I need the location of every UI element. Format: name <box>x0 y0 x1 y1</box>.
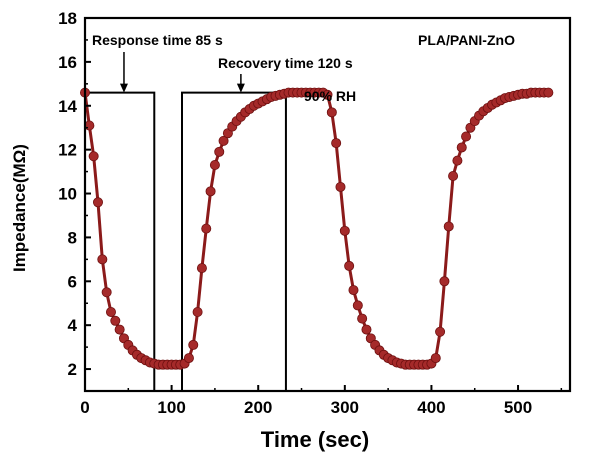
data-point <box>430 353 441 364</box>
legend-label: PLA/PANI-ZnO <box>418 32 515 48</box>
data-point <box>461 131 472 142</box>
rh-annotation: 90% RH <box>304 88 356 104</box>
data-point <box>205 186 216 197</box>
data-point <box>339 225 350 236</box>
data-point <box>448 170 459 181</box>
x-tick-label: 300 <box>331 398 359 417</box>
recovery-arrow-head <box>236 83 245 93</box>
y-tick-label: 6 <box>68 272 77 291</box>
data-point <box>92 197 103 208</box>
data-point <box>322 89 333 100</box>
data-point <box>435 326 446 337</box>
data-point <box>183 353 194 364</box>
response-time-annotation: Response time 85 s <box>92 32 223 48</box>
data-point <box>88 151 99 162</box>
y-axis-title: Impedance(MΩ) <box>10 144 29 272</box>
data-point <box>214 146 225 157</box>
data-point <box>201 223 212 234</box>
data-point <box>218 135 229 146</box>
data-point <box>114 324 125 335</box>
axes-frame <box>83 16 572 393</box>
recovery-time-annotation: Recovery time 120 s <box>218 55 353 71</box>
data-point <box>331 138 342 149</box>
data-point <box>357 313 368 324</box>
data-point <box>344 260 355 271</box>
data-point <box>456 142 467 153</box>
x-tick-label: 400 <box>417 398 445 417</box>
data-point <box>209 160 220 171</box>
data-point <box>452 155 463 166</box>
y-tick-label: 14 <box>58 97 77 116</box>
x-tick-label: 200 <box>244 398 272 417</box>
data-point <box>352 300 363 311</box>
recovery-time-box <box>181 91 287 391</box>
y-tick-label: 8 <box>68 228 77 247</box>
data-point <box>361 324 372 335</box>
data-point <box>326 107 337 118</box>
tick-layer: 0 100 200 300 400 500 2 4 6 8 10 12 14 16 18 <box>58 9 563 417</box>
data-point <box>97 254 108 265</box>
data-point <box>348 285 359 296</box>
response-time-box <box>84 91 156 391</box>
data-point <box>543 87 554 98</box>
data-point <box>196 263 207 274</box>
data-point <box>188 339 199 350</box>
data-point <box>443 221 454 232</box>
y-tick-label: 10 <box>58 185 77 204</box>
x-tick-label: 100 <box>157 398 185 417</box>
plot-frame <box>83 16 572 393</box>
data-point <box>439 276 450 287</box>
response-arrow-head <box>119 83 128 93</box>
y-tick-label: 2 <box>68 360 77 379</box>
data-point <box>105 307 116 318</box>
series-layer <box>80 87 554 370</box>
x-axis-title: Time (sec) <box>261 427 369 452</box>
data-point <box>101 287 112 298</box>
y-tick-label: 12 <box>58 141 77 160</box>
x-tick-label: 0 <box>80 398 89 417</box>
data-point <box>335 181 346 192</box>
x-tick-label: 500 <box>504 398 532 417</box>
data-point <box>192 307 203 318</box>
data-point <box>84 120 95 131</box>
data-point <box>110 315 121 326</box>
y-tick-label: 16 <box>58 53 77 72</box>
y-tick-label: 4 <box>68 316 78 335</box>
y-tick-label: 18 <box>58 9 77 28</box>
